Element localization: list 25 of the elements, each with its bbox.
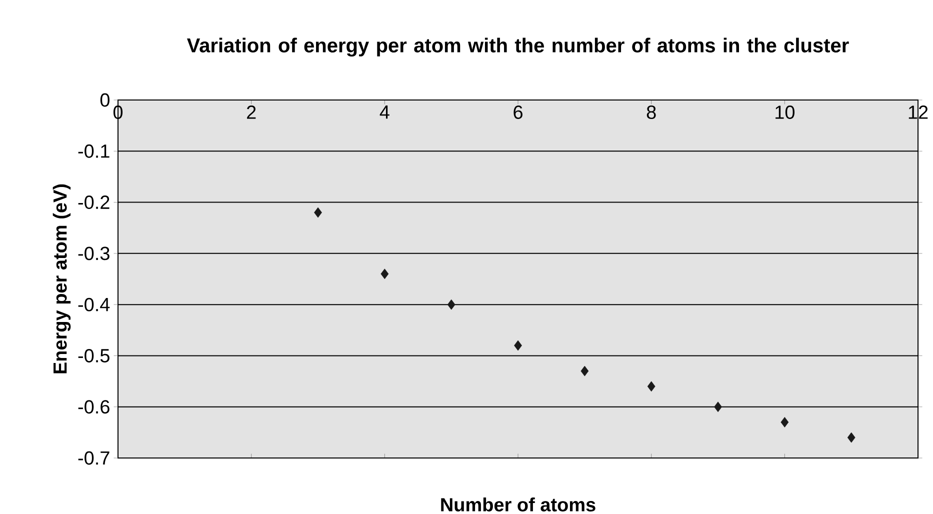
y-tick-label: -0.3 — [78, 246, 110, 260]
point — [514, 340, 522, 351]
y-axis-title: Energy per atom (eV) — [52, 184, 71, 374]
y-tick-label: -0.2 — [78, 196, 110, 210]
y-tick-label: -0.5 — [78, 348, 110, 362]
y-tick-label: -0.1 — [78, 144, 110, 158]
x-tick-label: 8 — [646, 106, 656, 119]
point — [647, 381, 656, 392]
point — [714, 402, 722, 412]
chart-title: Variation of energy per atom with the number of atoms in the cluster — [186, 38, 849, 56]
point — [447, 299, 456, 310]
point — [847, 432, 856, 443]
x-tick-label: 10 — [776, 106, 794, 119]
point — [380, 268, 389, 280]
point — [580, 366, 589, 376]
y-tick-label: 0 — [100, 93, 110, 107]
x-tick-label: 6 — [514, 106, 522, 119]
point — [314, 207, 322, 218]
x-tick-label: 4 — [380, 106, 390, 119]
x-axis-title: Number of atoms — [441, 498, 596, 512]
y-tick-label: -0.6 — [78, 400, 110, 414]
point — [780, 417, 789, 428]
y-tick-label: -0.4 — [78, 298, 110, 312]
x-tick-label: 2 — [247, 106, 256, 119]
y-tick-label: -0.7 — [78, 451, 110, 465]
